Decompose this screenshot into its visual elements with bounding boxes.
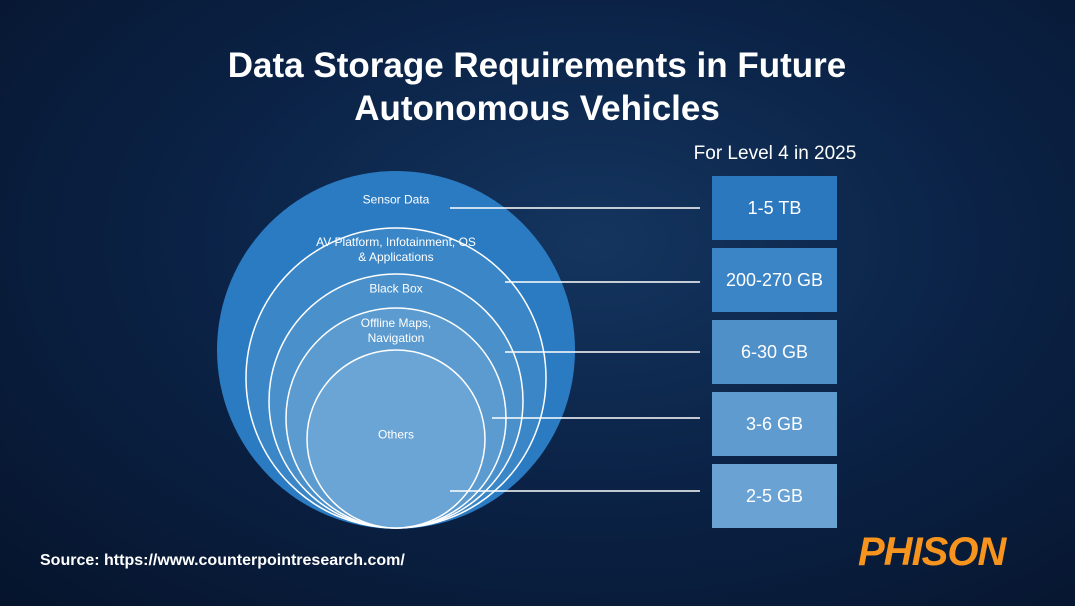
logo: PHISON <box>858 530 1006 574</box>
layer-label: Others <box>377 427 414 442</box>
layer-label: AV Platform, Infotainment, OS & Applicat… <box>316 235 476 264</box>
layer-circle <box>306 349 486 529</box>
size-box: 200-270 GB <box>712 248 837 312</box>
size-box: 2-5 GB <box>712 464 837 528</box>
layer-label: Black Box <box>369 281 423 296</box>
size-box: 6-30 GB <box>712 320 837 384</box>
source: Source: https://www.counterpointresearch… <box>40 552 405 569</box>
size-box: 3-6 GB <box>712 392 837 456</box>
subtitle: For Level 4 in 2025 <box>693 143 857 164</box>
title: Data Storage Requirements in Future Auto… <box>227 46 847 128</box>
layer-label: Sensor Data <box>362 192 430 207</box>
size-box: 1-5 TB <box>712 176 837 240</box>
layer-label: Offline Maps, Navigation <box>360 316 432 345</box>
